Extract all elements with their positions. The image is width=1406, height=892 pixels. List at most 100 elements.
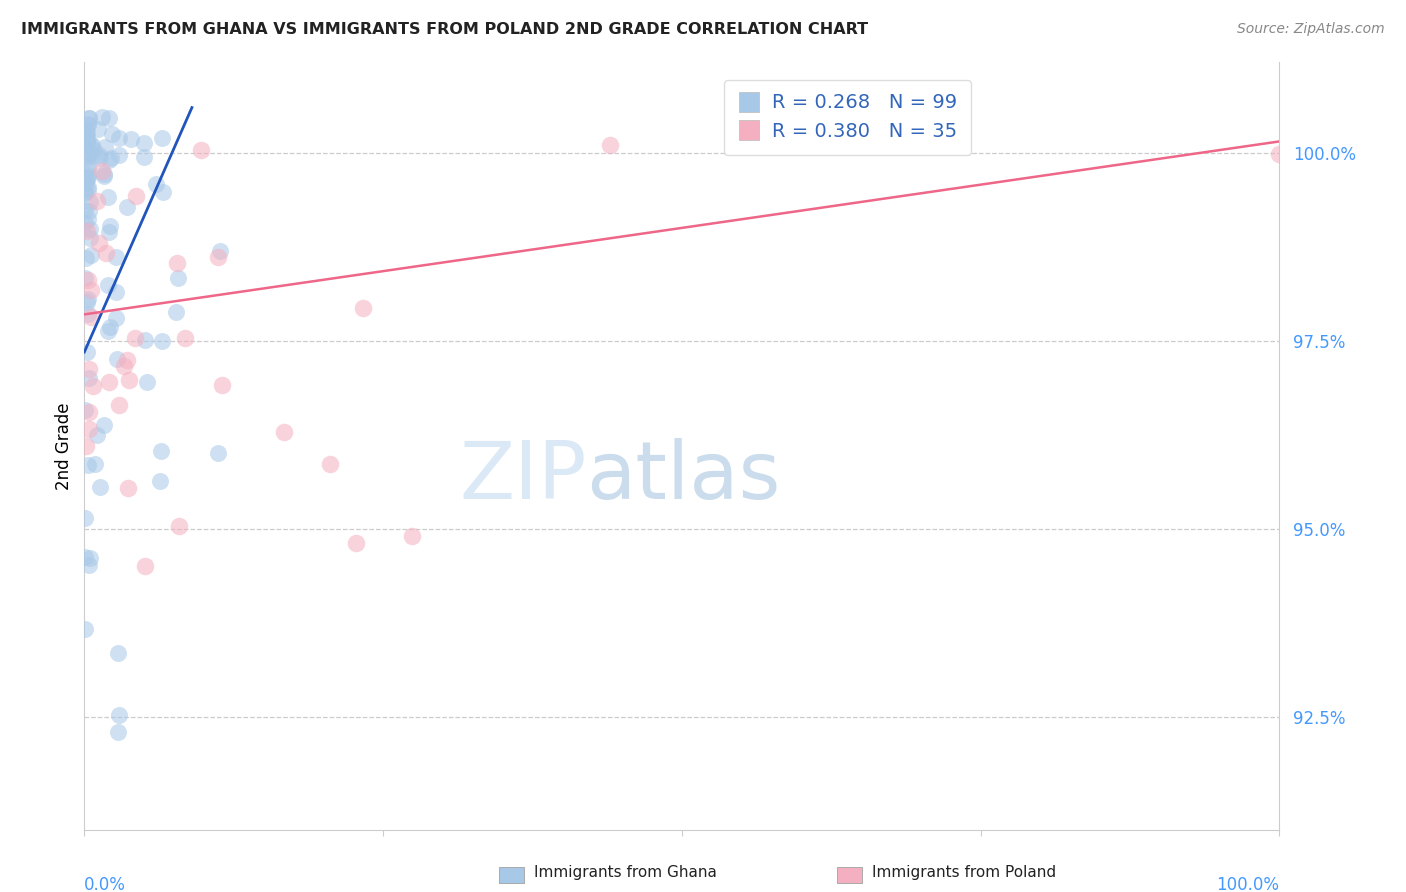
Point xyxy=(124,330,146,344)
Point xyxy=(76,295,98,310)
Point xyxy=(93,169,115,183)
Point xyxy=(166,271,188,285)
Point xyxy=(599,138,621,153)
Point xyxy=(207,250,229,264)
Point xyxy=(150,131,173,145)
Point xyxy=(73,127,96,141)
Point xyxy=(75,147,97,161)
Text: IMMIGRANTS FROM GHANA VS IMMIGRANTS FROM POLAND 2ND GRADE CORRELATION CHART: IMMIGRANTS FROM GHANA VS IMMIGRANTS FROM… xyxy=(21,22,869,37)
Point xyxy=(117,481,139,495)
Point xyxy=(97,324,120,338)
Point xyxy=(166,255,188,269)
Point xyxy=(76,345,98,359)
Point xyxy=(401,529,423,543)
Point xyxy=(107,131,129,145)
Point xyxy=(77,292,100,306)
Point xyxy=(79,422,101,436)
Point xyxy=(107,398,129,412)
Point xyxy=(75,439,97,453)
Point xyxy=(89,235,111,250)
Point xyxy=(134,558,156,573)
Point xyxy=(87,147,110,161)
Point xyxy=(75,123,97,137)
Point xyxy=(91,164,114,178)
Point xyxy=(86,427,108,442)
Point xyxy=(77,272,100,286)
Text: 100.0%: 100.0% xyxy=(1216,876,1279,892)
Point xyxy=(73,216,96,230)
Point xyxy=(97,277,120,292)
Point xyxy=(77,204,100,219)
Point xyxy=(93,418,115,433)
Point xyxy=(150,334,173,349)
Point xyxy=(93,167,115,181)
Point xyxy=(75,549,97,564)
Point xyxy=(76,131,98,145)
Point xyxy=(77,307,100,321)
Point xyxy=(77,111,100,125)
Point xyxy=(75,128,97,142)
Point xyxy=(108,707,131,722)
Point xyxy=(98,375,121,389)
Point xyxy=(76,251,98,265)
Legend: R = 0.268   N = 99, R = 0.380   N = 35: R = 0.268 N = 99, R = 0.380 N = 35 xyxy=(724,79,972,155)
Point xyxy=(105,352,128,367)
Point xyxy=(75,126,97,140)
Point xyxy=(190,143,212,157)
Point xyxy=(352,301,374,315)
Point xyxy=(79,231,101,245)
Point xyxy=(80,283,103,297)
Point xyxy=(105,310,128,325)
Point xyxy=(77,119,100,133)
Point xyxy=(105,285,128,300)
Point xyxy=(97,153,120,168)
Point xyxy=(107,724,129,739)
Point xyxy=(209,244,232,259)
Point xyxy=(149,474,172,488)
Point xyxy=(211,378,233,392)
Point xyxy=(77,112,100,126)
Point xyxy=(89,480,111,494)
Point xyxy=(76,168,98,182)
Point xyxy=(125,189,148,203)
Point xyxy=(107,646,129,660)
Point xyxy=(75,403,97,417)
Text: atlas: atlas xyxy=(586,438,780,516)
Point xyxy=(80,310,103,324)
Point xyxy=(145,177,167,191)
Point xyxy=(76,169,98,184)
Point xyxy=(1268,147,1291,161)
Text: 0.0%: 0.0% xyxy=(84,876,127,892)
Point xyxy=(76,135,98,149)
Point xyxy=(77,458,100,473)
Point xyxy=(73,186,96,200)
Point xyxy=(344,536,367,550)
Point xyxy=(97,190,120,204)
Point xyxy=(98,111,121,125)
Point xyxy=(79,137,101,152)
Text: Immigrants from Poland: Immigrants from Poland xyxy=(872,865,1056,880)
Point xyxy=(77,405,100,419)
Point xyxy=(165,304,187,318)
Point xyxy=(76,117,98,131)
Point xyxy=(173,331,195,345)
Point xyxy=(115,200,138,214)
Point xyxy=(118,373,141,387)
Point xyxy=(150,443,173,458)
Point xyxy=(82,149,104,163)
Point xyxy=(76,179,98,194)
Point xyxy=(91,110,114,124)
Point xyxy=(73,511,96,525)
Point xyxy=(207,446,229,460)
Point xyxy=(83,457,105,471)
Point xyxy=(76,135,98,149)
Point xyxy=(79,222,101,236)
Point xyxy=(76,171,98,186)
Point xyxy=(98,319,121,334)
Point xyxy=(76,126,98,140)
Point xyxy=(112,359,135,373)
Point xyxy=(80,248,103,262)
Point xyxy=(89,151,111,165)
Point xyxy=(96,245,118,260)
Point xyxy=(135,375,157,389)
